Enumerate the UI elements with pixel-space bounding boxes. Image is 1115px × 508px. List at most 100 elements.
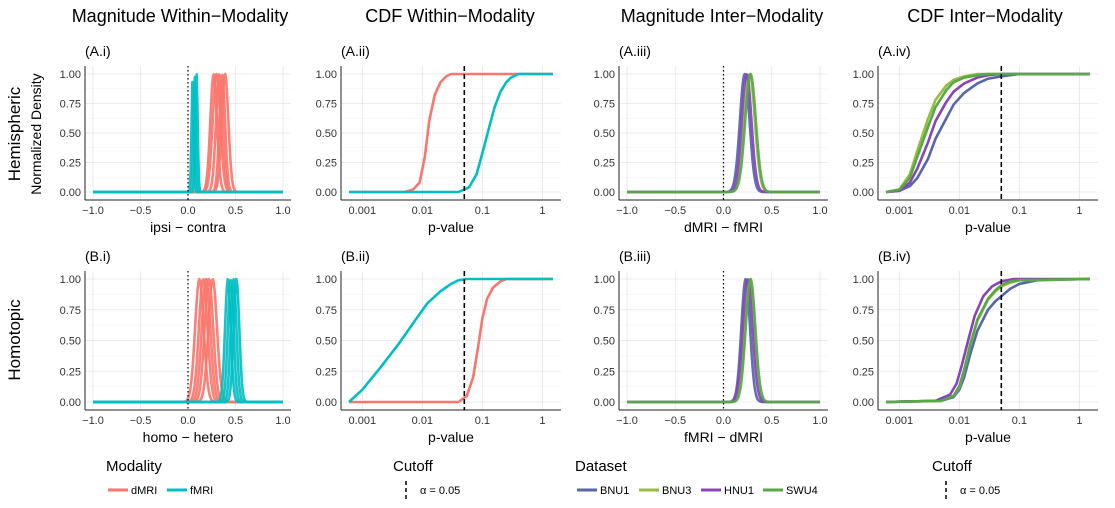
x-tick-label: −0.5 bbox=[664, 415, 686, 427]
panel-a-i: 0.00 0.25 0.50 0.75 1.00 −1.0 −0.5 0.0 0.5 1.0 ips… bbox=[60, 43, 291, 235]
x-axis-label: fMRI − dMRI bbox=[684, 429, 763, 445]
y-tick-label: 0.75 bbox=[594, 305, 615, 317]
legend-cutoff-left-title: Cutoff bbox=[393, 458, 434, 475]
panel-a-iii: 0.00 0.25 0.50 0.75 1.00 −1.0 −0.5 0.0 0.5 1.0 dMR… bbox=[594, 43, 828, 235]
y-tick-label: 0.00 bbox=[60, 397, 81, 409]
x-axis-label: p-value bbox=[428, 429, 474, 445]
panel-b-iv: 0.00 0.25 0.50 0.75 1.00 0.001 0.01 0.1 1 p-value… bbox=[853, 248, 1098, 445]
legend-cutoff-right: Cutoff α = 0.05 bbox=[932, 458, 1000, 500]
panel-label: (A.ii) bbox=[341, 43, 370, 59]
panel-label: (A.i) bbox=[85, 43, 111, 59]
x-tick-label: 0.5 bbox=[228, 205, 243, 217]
y-tick-label: 0.75 bbox=[594, 99, 615, 111]
x-tick-label: 1.0 bbox=[812, 415, 827, 427]
series-line-fmri bbox=[92, 73, 284, 194]
y-tick-label: 1.00 bbox=[316, 69, 337, 81]
legend-dataset-title: Dataset bbox=[575, 458, 628, 475]
y-tick-label: 1.00 bbox=[594, 69, 615, 81]
column-title-magnitude-within: Magnitude Within−Modality bbox=[72, 6, 289, 26]
y-tick-label: 0.75 bbox=[316, 305, 337, 317]
y-tick-label: 0.25 bbox=[60, 158, 81, 170]
x-tick-label: 0.0 bbox=[716, 415, 731, 427]
y-tick-label: 0.75 bbox=[316, 99, 337, 111]
panel-label: (B.iii) bbox=[619, 248, 651, 264]
x-tick-label: 0.01 bbox=[949, 205, 970, 217]
series-line-fmri bbox=[348, 277, 553, 403]
x-tick-label: 0.0 bbox=[716, 205, 731, 217]
panel-label: (B.iv) bbox=[878, 248, 911, 264]
x-axis-label: p-value bbox=[965, 219, 1011, 235]
series-line-swu4 bbox=[626, 277, 821, 404]
column-title-cdf-within: CDF Within−Modality bbox=[365, 6, 535, 26]
y-tick-label: 0.25 bbox=[316, 158, 337, 170]
panel-label: (A.iii) bbox=[619, 43, 651, 59]
x-tick-label: 0.0 bbox=[180, 205, 195, 217]
y-tick-label: 0.75 bbox=[853, 99, 874, 111]
series-line-fmri bbox=[92, 277, 284, 404]
legend-dataset: Dataset BNU1 BNU3 HNU1 SWU4 bbox=[575, 458, 818, 497]
series-layer bbox=[349, 72, 553, 194]
x-tick-label: −0.5 bbox=[130, 205, 152, 217]
column-title-cdf-inter: CDF Inter−Modality bbox=[907, 6, 1063, 26]
x-tick-label: 0.001 bbox=[886, 205, 914, 217]
panel-b-i: 0.00 0.25 0.50 0.75 1.00 −1.0 −0.5 0.0 0.5 1.0 hom… bbox=[60, 248, 291, 445]
y-tick-label: 0.00 bbox=[316, 187, 337, 199]
legend-cutoff-left-label: α = 0.05 bbox=[420, 485, 460, 497]
x-tick-label: 0.001 bbox=[886, 415, 914, 427]
x-tick-label: 1 bbox=[1076, 415, 1082, 427]
x-tick-label: 1 bbox=[539, 205, 545, 217]
y-tick-label: 0.50 bbox=[316, 128, 337, 140]
legend-modality-title: Modality bbox=[106, 458, 162, 475]
x-tick-label: 0.01 bbox=[412, 415, 433, 427]
x-tick-label: 1.0 bbox=[275, 205, 290, 217]
series-line-hnu1 bbox=[885, 277, 1090, 404]
y-tick-label: 0.00 bbox=[853, 187, 874, 199]
row-label-homotopic: Homotopic bbox=[5, 299, 24, 381]
y-tick-label: 0.50 bbox=[316, 336, 337, 348]
x-tick-label: 0.001 bbox=[349, 205, 377, 217]
y-tick-label: 1.00 bbox=[853, 274, 874, 286]
panel-label: (B.ii) bbox=[341, 248, 370, 264]
x-tick-label: 0.5 bbox=[764, 415, 779, 427]
legend-cutoff-right-label: α = 0.05 bbox=[960, 485, 1000, 497]
series-line-dmri bbox=[349, 72, 553, 194]
y-tick-label: 0.00 bbox=[594, 187, 615, 199]
x-tick-label: 0.5 bbox=[764, 205, 779, 217]
panel-a-ii: 0.00 0.25 0.50 0.75 1.00 0.001 0.01 0.1 1 p-value… bbox=[316, 43, 561, 235]
series-layer bbox=[92, 72, 284, 194]
y-tick-label: 1.00 bbox=[60, 274, 81, 286]
y-tick-label: 0.75 bbox=[60, 99, 81, 111]
x-tick-label: 1 bbox=[539, 415, 545, 427]
panel-b-iii: 0.00 0.25 0.50 0.75 1.00 −1.0 −0.5 0.0 0.5 1.0 fMR… bbox=[594, 248, 828, 445]
x-axis-label: dMRI − fMRI bbox=[684, 219, 763, 235]
x-tick-label: 0.5 bbox=[228, 415, 243, 427]
legend-modality: Modality dMRI fMRI bbox=[106, 458, 213, 497]
panel-b-ii: 0.00 0.25 0.50 0.75 1.00 0.001 0.01 0.1 1 p-value… bbox=[316, 248, 561, 445]
y-tick-label: 1.00 bbox=[60, 69, 81, 81]
series-layer bbox=[885, 72, 1090, 194]
y-tick-label: 0.25 bbox=[853, 158, 874, 170]
series-layer bbox=[885, 277, 1091, 404]
x-tick-label: 0.1 bbox=[475, 415, 490, 427]
y-tick-label: 1.00 bbox=[853, 69, 874, 81]
y-tick-label: 0.50 bbox=[60, 336, 81, 348]
legend-label-fmri: fMRI bbox=[190, 485, 213, 497]
panel-a-iv: 0.00 0.25 0.50 0.75 1.00 0.001 0.01 0.1 1 p-value… bbox=[853, 43, 1098, 235]
x-tick-label: 1.0 bbox=[275, 415, 290, 427]
y-tick-label: 0.75 bbox=[853, 305, 874, 317]
legend-cutoff-left: Cutoff α = 0.05 bbox=[393, 458, 460, 500]
y-tick-label: 0.75 bbox=[60, 305, 81, 317]
panel-label: (B.i) bbox=[85, 248, 111, 264]
x-axis-label: p-value bbox=[965, 429, 1011, 445]
x-tick-label: −1.0 bbox=[616, 205, 638, 217]
x-tick-label: 0.01 bbox=[412, 205, 433, 217]
legend-label-bnu1: BNU1 bbox=[600, 485, 629, 497]
x-axis-label: homo − hetero bbox=[143, 429, 234, 445]
series-line-swu4 bbox=[885, 72, 1090, 194]
series-layer bbox=[626, 72, 821, 194]
y-tick-label: 0.25 bbox=[853, 366, 874, 378]
series-layer bbox=[348, 277, 553, 404]
y-tick-label: 0.00 bbox=[853, 397, 874, 409]
y-tick-label: 0.50 bbox=[853, 128, 874, 140]
x-tick-label: 0.1 bbox=[1012, 415, 1027, 427]
